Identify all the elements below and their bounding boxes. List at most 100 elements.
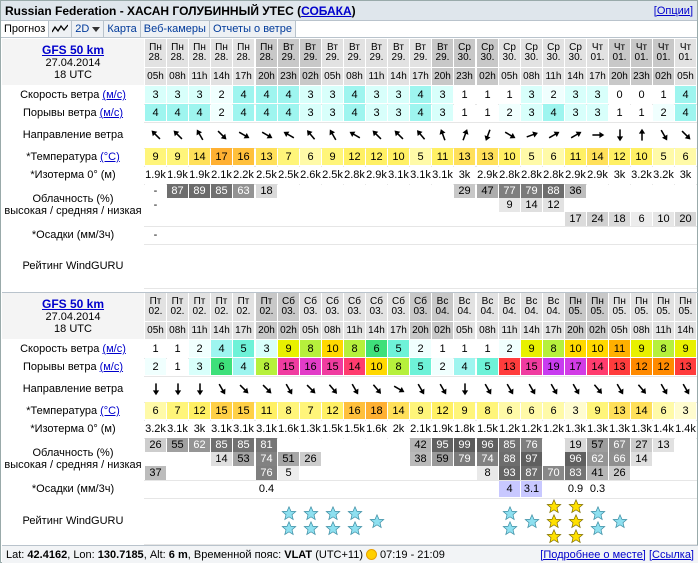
day-name: Вс <box>525 296 538 307</box>
wind-arrow-icon <box>305 384 315 394</box>
temp-cell: 6 <box>145 402 166 419</box>
gust-cell: 6 <box>211 358 232 375</box>
temp-cell: 10 <box>499 148 520 165</box>
precip-cell <box>233 227 254 243</box>
day-date: 02. <box>236 306 251 317</box>
hour-label: 08h <box>344 68 365 85</box>
day-date: 29. <box>435 52 450 63</box>
dog-link[interactable]: СОБАКА <box>301 3 352 18</box>
row-divider <box>144 244 697 245</box>
day-name: Пн <box>237 42 250 53</box>
more-info-link[interactable]: [Подробнее о месте] <box>540 548 646 561</box>
day-date: 03. <box>413 306 428 317</box>
tab-forecast[interactable]: Прогноз <box>1 21 50 37</box>
column-header: Пн 05. <box>631 293 652 321</box>
precip-cell <box>167 481 188 497</box>
hour-label: 20h <box>256 68 277 85</box>
gust-cell: 5 <box>410 358 431 375</box>
column-header: Вс 04. <box>499 293 520 321</box>
wind-cell: 1 <box>499 86 520 103</box>
wind-cell: 3 <box>256 340 277 357</box>
rating-star-icon <box>567 528 584 543</box>
column-header: Сб 03. <box>366 293 387 321</box>
row-label-precip: *Осадки (мм/3ч) <box>2 226 144 244</box>
day-date: 04. <box>502 306 517 317</box>
temp-cell: 5 <box>653 148 674 165</box>
day-date: 04. <box>480 306 495 317</box>
day-date: 28. <box>170 52 185 63</box>
row-label-temp: *Температура (°C) <box>2 402 144 420</box>
unit-link[interactable]: (°C) <box>100 151 120 163</box>
precip-cell <box>300 481 321 497</box>
wind-cell: 8 <box>300 340 321 357</box>
hour-label: 14h <box>388 68 409 85</box>
temp-cell: 15 <box>211 402 232 419</box>
day-date: 02. <box>170 306 185 317</box>
location-footer: Lat: 42.4162, Lon: 130.7185, Alt: 6 m, В… <box>2 545 698 563</box>
cloud-mid-cell <box>344 198 365 212</box>
column-header: Сб 03. <box>388 293 409 321</box>
wind-cell: 1 <box>653 86 674 103</box>
column-header: Чт 01. <box>587 39 608 67</box>
cloud-low-cell: 37 <box>145 466 166 480</box>
direction-cell <box>278 122 299 148</box>
direction-cell <box>675 376 696 402</box>
column-header: Пн 28. <box>233 39 254 67</box>
tab-webcams[interactable]: Веб-камеры <box>140 21 210 37</box>
hour-label: 05h <box>145 322 166 339</box>
temp-cell: 12 <box>609 148 630 165</box>
unit-link[interactable]: (м/с) <box>99 361 124 373</box>
gust-cell: 12 <box>631 358 652 375</box>
rating-cell <box>499 499 520 543</box>
tab-wind-reports[interactable]: Отчеты о ветре <box>209 21 296 37</box>
tab-map[interactable]: Карта <box>104 21 141 37</box>
unit-link[interactable]: (м/с) <box>102 89 126 101</box>
wind-cell: 8 <box>344 340 365 357</box>
precip-cell <box>477 481 498 497</box>
spot-title: Russian Federation - ХАСАН ГОЛУБИННЫЙ УТ… <box>5 3 294 18</box>
hour-label: 02h <box>587 322 608 339</box>
permalink[interactable]: [Ссылка] <box>648 548 694 561</box>
temp-cell: 13 <box>609 402 630 419</box>
column-header: Вт 29. <box>344 39 365 67</box>
cloud-mid-cell: 14 <box>521 198 542 212</box>
day-date: 05. <box>612 306 627 317</box>
tab-2d[interactable]: 2D <box>72 21 105 37</box>
row-label-text: *Температура <box>26 405 98 417</box>
iso-cell: 1.3k <box>565 420 586 437</box>
wind-cell: 3 <box>322 86 343 103</box>
precip-cell <box>432 481 453 497</box>
day-date: 03. <box>369 306 384 317</box>
cloud-high-cell: 81 <box>256 438 277 452</box>
model-info: GFS 50 km 27.04.2014 18 UTC <box>2 39 144 85</box>
temp-cell: 6 <box>675 148 696 165</box>
cloud-low-cell <box>675 466 696 480</box>
direction-cell <box>211 376 232 402</box>
model-link[interactable]: GFS 50 km <box>41 297 105 311</box>
cloud-mid-cell <box>388 198 409 212</box>
iso-cell: 3k <box>609 166 630 183</box>
cloud-high-cell <box>366 438 387 452</box>
unit-link[interactable]: (м/с) <box>99 107 124 119</box>
precip-cell <box>587 227 608 243</box>
day-name: Чт <box>679 42 692 53</box>
gust-cell: 3 <box>587 104 608 121</box>
column-header: Ср 30. <box>499 39 520 67</box>
gust-cell: 3 <box>432 104 453 121</box>
column-header: Чт 01. <box>675 39 696 67</box>
gust-cell: 4 <box>454 358 475 375</box>
gust-cell: 13 <box>675 358 696 375</box>
model-link[interactable]: GFS 50 km <box>41 43 105 57</box>
hour-label: 08h <box>477 322 498 339</box>
hour-label: 02h <box>477 68 498 85</box>
iso-cell: 3k <box>454 166 475 183</box>
temp-cell: 5 <box>521 148 542 165</box>
unit-link[interactable]: (м/с) <box>102 343 126 355</box>
unit-link[interactable]: (°C) <box>100 405 120 417</box>
cloud-high-cell: 36 <box>565 184 586 198</box>
cloud-high-cell: 27 <box>631 438 652 452</box>
options-link[interactable]: [Опции] <box>653 4 693 17</box>
rating-star-icon <box>589 506 606 521</box>
temp-cell: 16 <box>344 402 365 419</box>
tab-graph[interactable] <box>49 21 73 37</box>
